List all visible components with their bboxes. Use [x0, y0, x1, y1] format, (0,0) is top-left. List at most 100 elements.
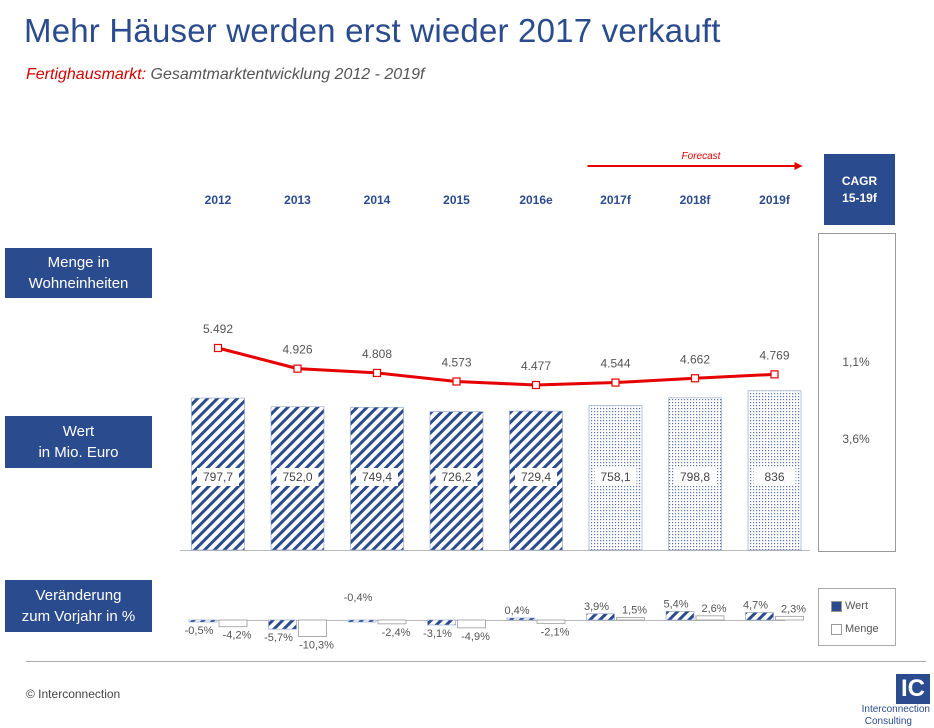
change-label-wert-2017f: 3,9% — [584, 601, 609, 613]
company-logo: IC Interconnection Consulting — [830, 674, 930, 727]
year-label-2014: 2014 — [364, 193, 391, 207]
wert-value-label-2015: 726,2 — [441, 470, 471, 484]
year-label-2016e: 2016e — [519, 193, 553, 207]
menge-point-2015 — [452, 377, 461, 386]
menge-value-label-2014: 4.808 — [362, 347, 392, 361]
change-bar-menge-2019f — [775, 615, 804, 621]
wert-label-bg-2013 — [276, 468, 319, 486]
change-label-menge-2019f: 2,3% — [781, 603, 806, 615]
row-label-change-line1: Veränderung — [35, 587, 122, 604]
change-label-wert-2015: -3,1% — [423, 628, 452, 640]
menge-point-2016e — [531, 380, 541, 390]
wert-value-label-2017f: 758,1 — [600, 470, 630, 484]
cagr-header: CAGR 15-19f — [824, 154, 895, 225]
row-label-wert-line1: Wert — [62, 423, 95, 440]
change-bar-wert-2014 — [347, 619, 377, 623]
subtitle-highlight: Fertighausmarkt: — [26, 66, 147, 83]
page-subtitle: Fertighausmarkt: Gesamtmarktentwicklung … — [26, 66, 424, 84]
wert-bar-2012 — [191, 397, 245, 551]
logo-line1: Interconnection — [861, 704, 930, 715]
legend-item-menge: Menge — [831, 623, 879, 635]
change-bar-menge-2013 — [298, 619, 327, 637]
legend: Wert Menge — [818, 588, 896, 646]
menge-value-label-2017f: 4.544 — [600, 357, 630, 371]
logo-line2: Consulting — [864, 716, 912, 727]
change-label-wert-2012: -0,5% — [185, 625, 214, 637]
wert-label-bg-2012 — [197, 468, 239, 486]
cagr-header-line1: CAGR — [841, 173, 878, 188]
change-bar-wert-2016e — [506, 617, 536, 621]
menge-point-2017f — [611, 378, 620, 387]
row-label-wert: Wert in Mio. Euro — [5, 416, 152, 468]
wert-label-bg-2019f — [753, 468, 796, 486]
row-label-wert-line2: in Mio. Euro — [38, 444, 119, 461]
forecast-arrowhead — [794, 162, 803, 170]
change-bar-menge-2018f — [695, 615, 725, 621]
forecast-label: Forecast — [682, 151, 722, 162]
change-label-menge-2012: -4,2% — [223, 630, 252, 642]
legend-item-wert: Wert — [831, 600, 868, 612]
menge-value-label-2019f: 4.769 — [759, 348, 789, 362]
wert-value-label-2012: 797,7 — [203, 470, 233, 484]
wert-value-label-2018f: 798,8 — [680, 470, 710, 484]
menge-value-label-2012: 5.492 — [203, 322, 233, 336]
cagr-panel — [818, 233, 896, 552]
change-label-wert-2016e: 0,4% — [504, 605, 529, 617]
legend-swatch-wert — [831, 600, 842, 612]
row-label-menge-line1: Menge in — [47, 254, 110, 271]
year-label-2017f: 2017f — [600, 193, 632, 207]
menge-line — [217, 346, 775, 387]
change-bar-menge-2012 — [218, 619, 248, 628]
row-label-menge-line2: Wohneinheiten — [28, 275, 129, 292]
change-bar-wert-2015 — [427, 619, 456, 626]
change-label-menge-2017f: 1,5% — [622, 605, 647, 617]
menge-point-2014 — [372, 368, 382, 378]
wert-bar-2018f — [668, 397, 722, 551]
wert-label-bg-2018f — [674, 468, 716, 486]
change-label-wert-2013: -5,7% — [264, 632, 293, 644]
legend-swatch-menge — [831, 623, 842, 635]
wert-bar-2013 — [270, 406, 325, 551]
change-label-menge-2018f: 2,6% — [701, 603, 726, 615]
change-label-menge-2016e: -2,1% — [541, 626, 570, 638]
menge-point-2012 — [213, 343, 223, 353]
menge-point-2019f — [770, 370, 779, 379]
change-bar-wert-2013 — [268, 619, 297, 630]
change-label-wert-2019f: 4,7% — [743, 599, 768, 611]
menge-value-label-2015: 4.573 — [441, 356, 471, 370]
wert-bar-2014 — [350, 406, 404, 551]
change-label-wert-2014: -0,4% — [344, 592, 373, 604]
wert-bar-2019f — [747, 390, 802, 551]
wert-label-bg-2015 — [435, 468, 478, 486]
cagr-header-line2: 15-19f — [842, 190, 877, 205]
row-label-change-line2: zum Vorjahr in % — [21, 608, 136, 625]
change-label-menge-2013: -10,3% — [299, 639, 334, 651]
year-label-2018f: 2018f — [680, 193, 712, 207]
menge-value-label-2013: 4.926 — [282, 343, 312, 357]
wert-value-label-2019f: 836 — [764, 470, 784, 484]
menge-value-label-2018f: 4.662 — [680, 352, 710, 366]
change-bar-wert-2012 — [188, 619, 218, 623]
copyright: © Interconnection — [26, 687, 121, 701]
footer-divider — [26, 661, 926, 662]
change-bar-wert-2019f — [745, 612, 774, 621]
menge-point-2013 — [293, 364, 302, 373]
wert-bar-2016e — [509, 410, 563, 551]
change-bar-wert-2017f — [586, 613, 615, 621]
change-bar-menge-2014 — [377, 619, 407, 625]
wert-value-label-2013: 752,0 — [282, 470, 312, 484]
legend-label-wert: Wert — [845, 600, 869, 612]
change-label-wert-2018f: 5,4% — [663, 598, 688, 610]
change-bar-menge-2016e — [536, 619, 566, 624]
year-label-2019f: 2019f — [759, 193, 791, 207]
wert-bar-2017f — [588, 405, 643, 551]
subtitle-text: Gesamtmarktentwicklung 2012 - 2019f — [146, 66, 425, 83]
year-label-2012: 2012 — [205, 193, 232, 207]
page-title: Mehr Häuser werden erst wieder 2017 verk… — [24, 12, 721, 49]
logo-mark: IC — [896, 674, 930, 704]
menge-point-2018f — [690, 374, 700, 383]
wert-value-label-2014: 749,4 — [362, 470, 392, 484]
change-label-menge-2015: -4,9% — [461, 631, 490, 643]
row-label-change: Veränderung zum Vorjahr in % — [5, 580, 152, 632]
wert-label-bg-2016e — [515, 468, 557, 486]
